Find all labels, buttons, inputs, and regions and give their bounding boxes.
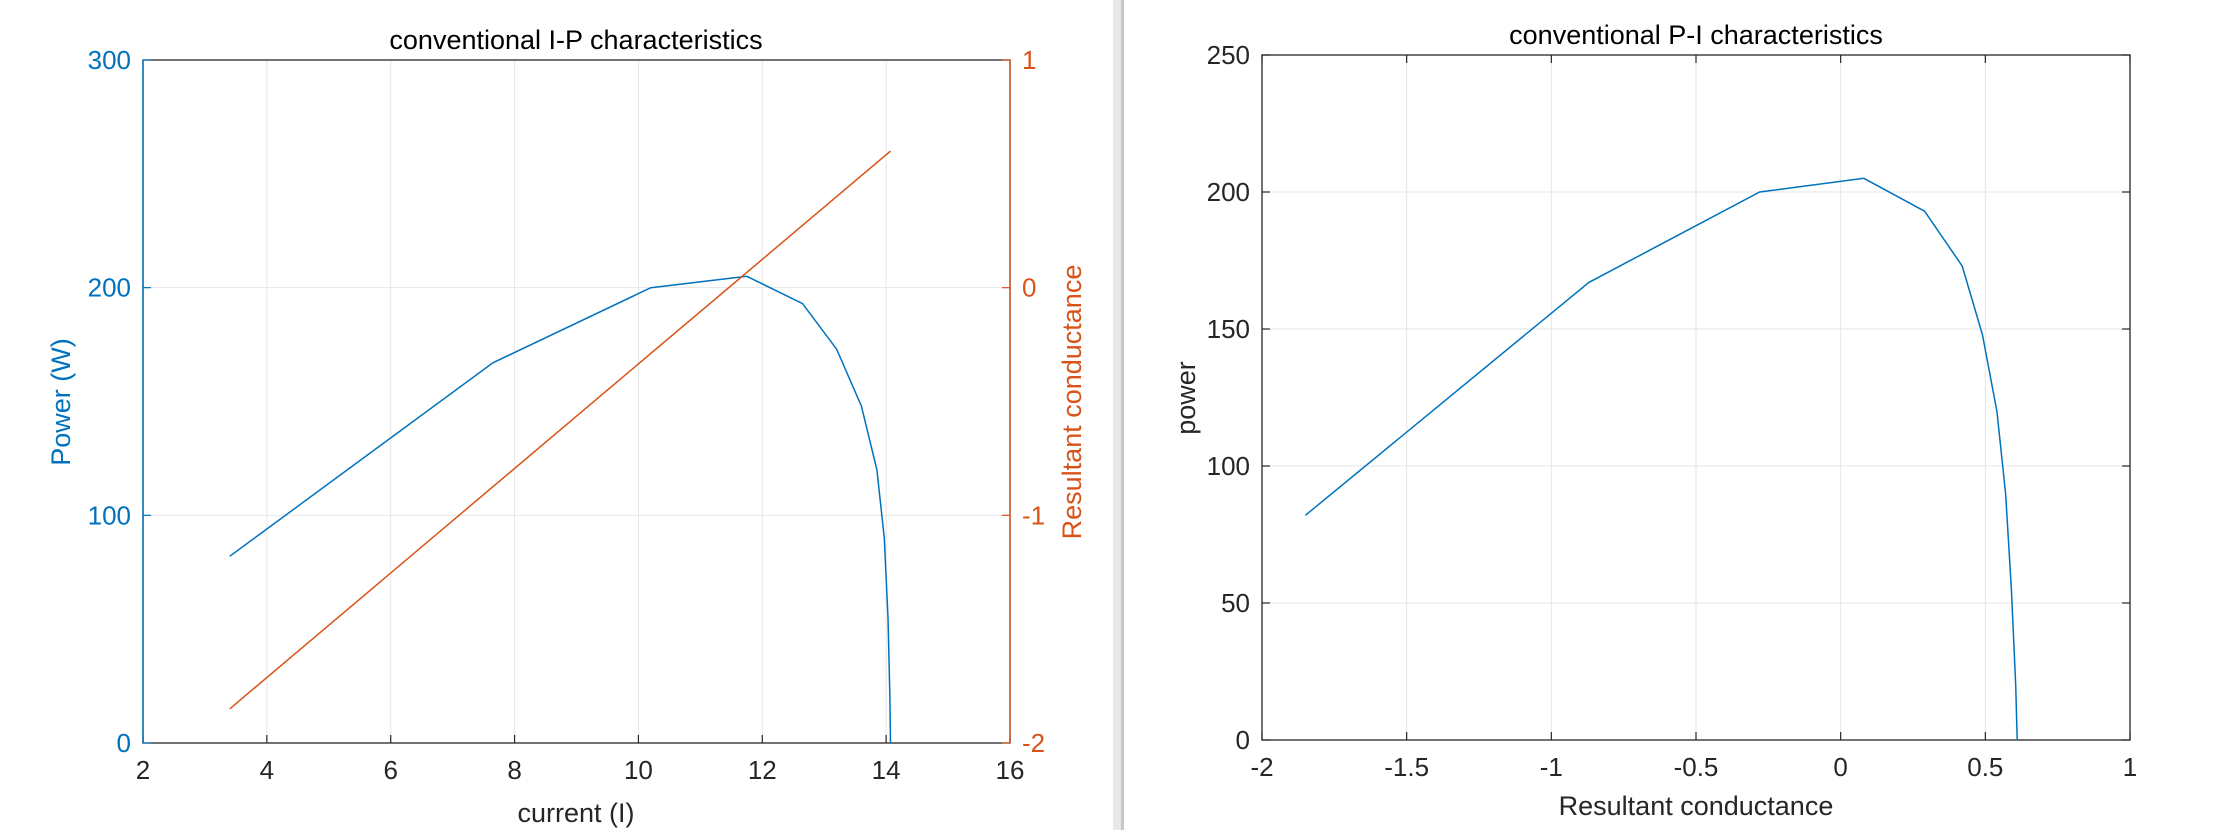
tick-label-x: -1.5 <box>1384 752 1429 782</box>
tick-label-y: 0 <box>1236 725 1250 755</box>
tick-label-x: 12 <box>748 755 777 785</box>
tick-label-x: 14 <box>872 755 901 785</box>
tick-label-x: 1 <box>2123 752 2137 782</box>
tick-label-x: 0.5 <box>1967 752 2003 782</box>
tick-label-y: 150 <box>1207 314 1250 344</box>
chart-left-grid <box>142 59 1011 744</box>
window-edge <box>1121 0 1124 830</box>
tick-label-y-left: 100 <box>88 500 131 530</box>
chart-left-plot-area <box>142 59 1011 744</box>
chart-left-ylabel-left: Power (W) <box>46 338 76 466</box>
tick-label-y-left: 300 <box>88 45 131 75</box>
tick-label-y-right: -1 <box>1022 500 1045 530</box>
chart-left-xlabel: current (I) <box>517 798 634 828</box>
series-line-power <box>1304 177 2018 741</box>
tick-label-y-right: 1 <box>1022 45 1036 75</box>
chart-right-ticks: -2 -1.5 -1 -0.5 0 0.5 1 0 50 100 150 200 250 <box>1207 40 2138 782</box>
chart-left-ticks: 2 4 6 8 10 12 14 16 0 100 200 300 -2 -1 0 1 <box>88 45 1046 785</box>
chart-left-series <box>229 150 892 744</box>
chart-left-title: conventional I-P characteristics <box>389 25 762 55</box>
tick-label-x: 4 <box>260 755 274 785</box>
tick-label-y: 200 <box>1207 177 1250 207</box>
series-line-power <box>229 275 892 744</box>
tick-label-x: 2 <box>136 755 150 785</box>
tick-label-x: 8 <box>507 755 521 785</box>
chart-right-ylabel: power <box>1171 361 1201 435</box>
chart-right-grid <box>1261 54 2131 741</box>
tick-label-x: -0.5 <box>1674 752 1719 782</box>
tick-label-y: 50 <box>1221 588 1250 618</box>
tick-label-x: 6 <box>383 755 397 785</box>
tick-label-y: 250 <box>1207 40 1250 70</box>
chart-right: -2 -1.5 -1 -0.5 0 0.5 1 0 50 100 150 200 250 convent… <box>1171 20 2137 821</box>
tick-label-x: -1 <box>1540 752 1563 782</box>
tick-label-y-left: 0 <box>117 728 131 758</box>
chart-right-title: conventional P-I characteristics <box>1509 20 1883 50</box>
series-line-conductance <box>229 150 891 710</box>
tick-label-x: -2 <box>1250 752 1273 782</box>
tick-label-x: 0 <box>1833 752 1847 782</box>
chart-left-ylabel-right: Resultant conductance <box>1057 265 1087 540</box>
tick-label-y: 100 <box>1207 451 1250 481</box>
chart-left: 2 4 6 8 10 12 14 16 0 100 200 300 -2 -1 0 1 conventiona… <box>46 25 1087 828</box>
tick-label-x: 16 <box>996 755 1025 785</box>
tick-label-y-left: 200 <box>88 273 131 303</box>
chart-right-xlabel: Resultant conductance <box>1559 791 1834 821</box>
tick-label-y-right: 0 <box>1022 273 1036 303</box>
tick-label-x: 10 <box>624 755 653 785</box>
window-divider <box>1113 0 1121 830</box>
chart-right-series <box>1304 177 2018 741</box>
tick-label-y-right: -2 <box>1022 728 1045 758</box>
